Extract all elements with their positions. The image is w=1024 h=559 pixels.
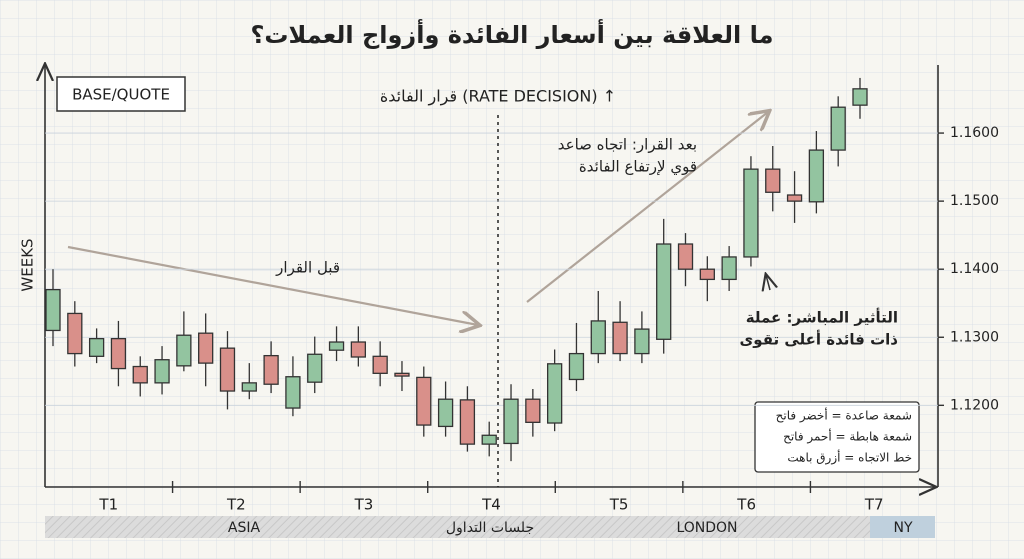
candle-body — [546, 363, 563, 424]
candle-body — [481, 434, 497, 445]
candle-body — [612, 321, 628, 355]
legend-text: خط الاتجاه = أزرق باهت — [787, 450, 912, 466]
y-tick-label: 1.1500 — [950, 193, 999, 209]
candle-body — [786, 194, 803, 202]
period-label: T3 — [354, 496, 374, 514]
legend-box — [754, 401, 920, 473]
y-tick-label: 1.1600 — [950, 125, 999, 141]
candle-body — [765, 168, 781, 193]
chart-title: ما العلاقة بين أسعار الفائدة وأزواج العم… — [251, 19, 774, 49]
candle-body — [721, 256, 737, 281]
x-axis-label: WEEKS — [19, 238, 37, 291]
candle-body — [307, 353, 323, 383]
session-label: NY — [893, 520, 912, 536]
candle-body — [656, 243, 672, 340]
candle-body — [328, 341, 345, 351]
pointer-arrow — [766, 275, 770, 290]
period-label: T2 — [226, 496, 246, 514]
candle-body — [677, 243, 694, 270]
candle-body — [285, 376, 301, 409]
candle-body — [503, 398, 519, 445]
candle-body — [154, 359, 170, 384]
period-label: T7 — [864, 496, 884, 514]
period-label: T6 — [736, 496, 756, 514]
annotation: قوي لإرتفاع الفائدة — [579, 158, 697, 177]
candle-body — [459, 399, 476, 445]
candle-body — [808, 149, 825, 203]
candle-body — [372, 355, 388, 374]
y-tick-label: 1.1200 — [950, 397, 999, 413]
candle-body — [568, 352, 585, 381]
candle-body — [88, 337, 105, 357]
period-label: T4 — [481, 496, 501, 514]
candle-body — [241, 382, 257, 392]
y-tick-label: 1.1400 — [950, 261, 999, 277]
candle-body — [525, 398, 541, 423]
candle-body — [45, 288, 61, 332]
candle-body — [110, 337, 127, 370]
candle-body — [394, 372, 410, 377]
pair-box — [56, 76, 186, 112]
session-ny — [870, 516, 935, 538]
session-bar — [45, 516, 935, 538]
candle-body — [699, 268, 715, 281]
annotation: قبل القرار — [275, 259, 340, 277]
period-label: T1 — [98, 496, 118, 514]
candle-body — [634, 328, 650, 355]
trend-arrow — [526, 112, 768, 303]
candle-body — [198, 332, 214, 364]
candle-body — [830, 106, 846, 151]
annotation: التأثير المباشر: عملة — [746, 308, 898, 327]
session-label: جلسات التداول — [446, 520, 534, 536]
legend-text: شمعة صاعدة = أخضر فاتح — [776, 408, 912, 424]
y-tick-label: 1.1300 — [950, 329, 999, 345]
candle-body — [350, 341, 367, 358]
session-label: LONDON — [676, 520, 737, 536]
candle-body — [416, 376, 432, 426]
candle-body — [590, 320, 606, 355]
candle-body — [176, 334, 192, 367]
period-label: T5 — [609, 496, 629, 514]
candle-body — [263, 354, 279, 385]
trend-arrow — [67, 245, 478, 325]
candle-body — [852, 88, 868, 106]
candle-body — [67, 312, 83, 355]
candle-body — [132, 365, 148, 384]
annotation: ذات فائدة أعلى تقوى — [740, 330, 899, 349]
candle-body — [219, 347, 236, 392]
candle-body — [437, 398, 454, 428]
legend-text: شمعة هابطة = أحمر فاتح — [783, 429, 912, 445]
annotation: بعد القرار: اتجاه صاعد — [558, 136, 697, 154]
session-label: ASIA — [228, 520, 261, 536]
candle-body — [743, 168, 759, 258]
decision-label: قرار الفائدة (RATE DECISION) ↑ — [380, 87, 616, 107]
pair-label: BASE/QUOTE — [72, 86, 170, 104]
